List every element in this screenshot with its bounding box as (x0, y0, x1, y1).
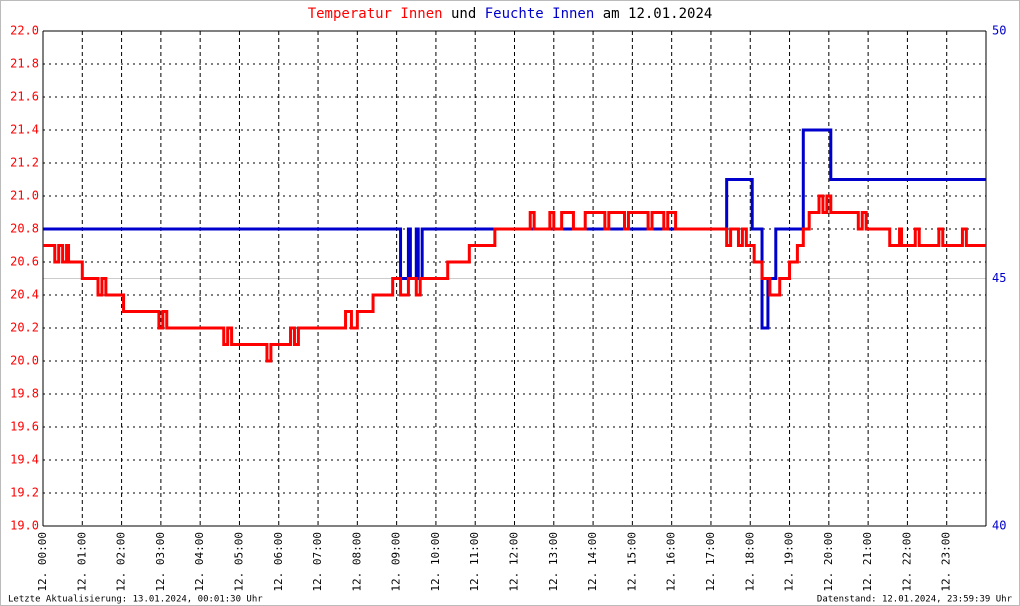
x-tick-label: 12. 23:00 (940, 532, 953, 592)
y2-tick-label: 50 (992, 24, 1006, 38)
y-tick-label: 21.8 (10, 57, 39, 71)
y-tick-label: 20.6 (10, 255, 39, 269)
x-tick-label: 12. 11:00 (468, 532, 481, 592)
y-tick-label: 19.8 (10, 387, 39, 401)
x-tick-label: 12. 06:00 (272, 532, 285, 592)
y2-tick-label: 40 (992, 519, 1006, 533)
x-tick-label: 12. 18:00 (743, 532, 756, 592)
y2-tick-label: 45 (992, 271, 1006, 285)
y-tick-label: 20.8 (10, 222, 39, 236)
x-tick-label: 12. 00:00 (36, 532, 49, 592)
x-tick-label: 12. 04:00 (193, 532, 206, 592)
x-tick-label: 12. 05:00 (232, 532, 245, 592)
y-tick-label: 19.0 (10, 519, 39, 533)
x-tick-label: 12. 19:00 (783, 532, 796, 592)
title-part: Temperatur Innen (308, 6, 443, 22)
footer-right: Datenstand: 12.01.2024, 23:59:39 Uhr (817, 595, 1013, 605)
data-line (43, 194, 986, 363)
y-tick-label: 22.0 (10, 24, 39, 38)
x-tick-label: 12. 08:00 (350, 532, 363, 592)
x-tick-label: 12. 21:00 (861, 532, 874, 592)
x-tick-label: 12. 03:00 (154, 532, 167, 592)
title-part: und (451, 6, 476, 22)
y-tick-label: 19.2 (10, 486, 39, 500)
chart-title: Temperatur Innen und Feuchte Innen am 12… (308, 6, 713, 22)
y-tick-label: 21.4 (10, 123, 39, 137)
footer-left: Letzte Aktualisierung: 13.01.2024, 00:01… (8, 595, 263, 605)
y-tick-label: 19.6 (10, 420, 39, 434)
x-tick-label: 12. 10:00 (429, 532, 442, 592)
x-tick-label: 12. 01:00 (75, 532, 88, 592)
x-tick-label: 12. 02:00 (115, 532, 128, 592)
x-tick-label: 12. 20:00 (822, 532, 835, 592)
title-part: am 12.01.2024 (603, 6, 713, 22)
data-line (43, 128, 986, 330)
y-tick-label: 21.0 (10, 189, 39, 203)
y-tick-label: 20.0 (10, 354, 39, 368)
y-tick-label: 21.6 (10, 90, 39, 104)
y-tick-label: 19.4 (10, 453, 39, 467)
x-tick-label: 12. 15:00 (625, 532, 638, 592)
x-tick-label: 12. 22:00 (900, 532, 913, 592)
y-tick-label: 21.2 (10, 156, 39, 170)
x-tick-label: 12. 13:00 (547, 532, 560, 592)
x-tick-label: 12. 09:00 (390, 532, 403, 592)
y-tick-label: 20.2 (10, 321, 39, 335)
x-tick-label: 12. 07:00 (311, 532, 324, 592)
x-tick-label: 12. 16:00 (665, 532, 678, 592)
x-tick-label: 12. 14:00 (586, 532, 599, 592)
title-part: Feuchte Innen (485, 6, 595, 22)
y-tick-label: 20.4 (10, 288, 39, 302)
x-tick-label: 12. 17:00 (704, 532, 717, 592)
x-tick-label: 12. 12:00 (508, 532, 521, 592)
